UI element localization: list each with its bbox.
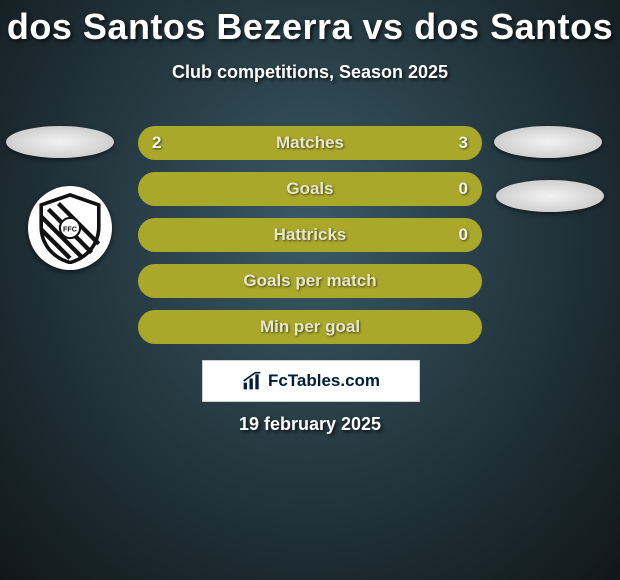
stat-value-right: 3 <box>459 126 468 160</box>
stat-label: Goals <box>138 172 482 206</box>
stat-bar: Hattricks0 <box>138 218 482 252</box>
page-subtitle: Club competitions, Season 2025 <box>0 62 620 83</box>
svg-text:FFC: FFC <box>63 225 77 234</box>
stat-label: Matches <box>138 126 482 160</box>
stats-bars: Matches23Goals0Hattricks0Goals per match… <box>138 126 482 356</box>
stat-value-right: 0 <box>459 218 468 252</box>
stat-bar: Goals per match <box>138 264 482 298</box>
chart-icon <box>242 371 262 391</box>
date-text: 19 february 2025 <box>0 414 620 435</box>
stat-value-right: 0 <box>459 172 468 206</box>
branding-text: FcTables.com <box>268 371 380 391</box>
placeholder-ellipse <box>6 126 114 158</box>
placeholder-ellipse <box>494 126 602 158</box>
stat-value-left: 2 <box>152 126 161 160</box>
stat-label: Goals per match <box>138 264 482 298</box>
stat-bar: Min per goal <box>138 310 482 344</box>
placeholder-ellipse <box>496 180 604 212</box>
club-badge: FFC <box>28 186 112 270</box>
stat-label: Min per goal <box>138 310 482 344</box>
branding-box: FcTables.com <box>202 360 420 402</box>
stat-bar: Goals0 <box>138 172 482 206</box>
shield-icon: FFC <box>34 192 106 264</box>
stat-label: Hattricks <box>138 218 482 252</box>
stat-bar: Matches2 3 <box>138 126 482 160</box>
page-title: dos Santos Bezerra vs dos Santos <box>0 6 620 48</box>
